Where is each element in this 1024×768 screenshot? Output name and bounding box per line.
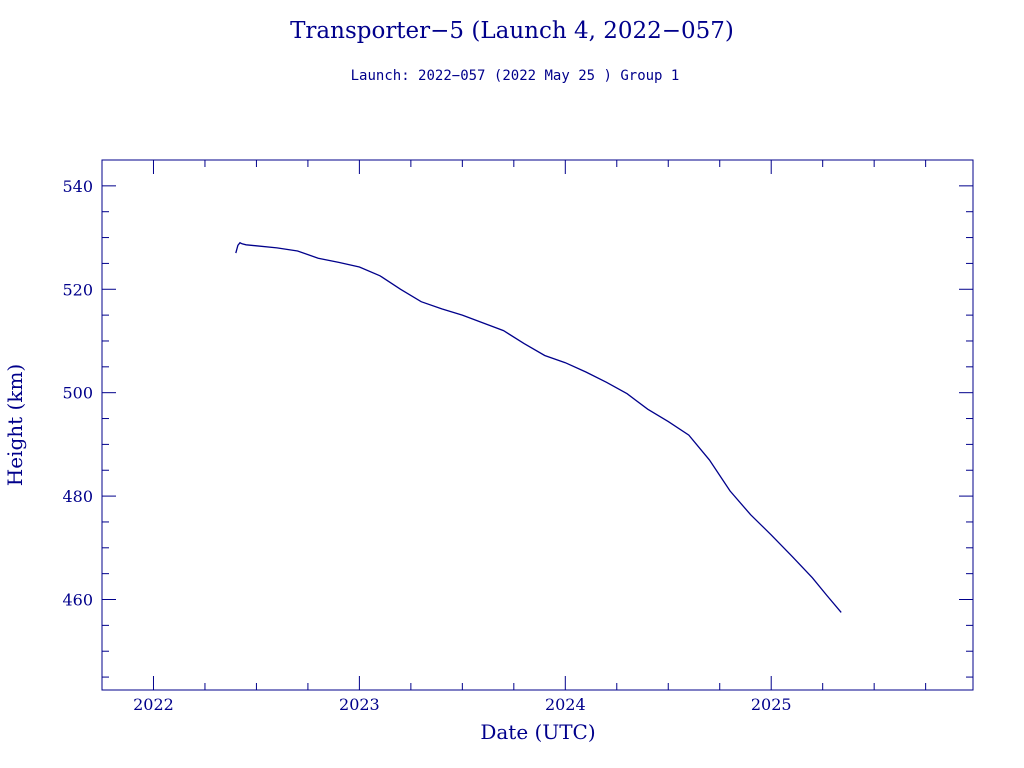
x-tick-label: 2024 (545, 695, 586, 714)
y-tick-label: 460 (62, 591, 93, 610)
y-tick-label: 520 (62, 280, 93, 299)
x-tick-label: 2022 (133, 695, 174, 714)
x-tick-label: 2025 (751, 695, 792, 714)
y-axis: 460 480 500 520 540 (62, 159, 973, 678)
plot-frame (101, 159, 974, 691)
series-line-height (235, 241, 842, 613)
x-axis: 2022 2023 2024 2025 (101, 160, 927, 714)
y-tick-label: 540 (62, 177, 93, 196)
chart-title: Transporter−5 (Launch 4, 2022−057) (290, 18, 734, 44)
chart-subtitle: Launch: 2022−057 (2022 May 25 ) Group 1 (351, 68, 680, 84)
y-axis-label: Height (km) (3, 364, 27, 486)
x-axis-label: Date (UTC) (480, 720, 595, 744)
x-tick-label: 2023 (339, 695, 380, 714)
y-tick-label: 500 (62, 384, 93, 403)
y-tick-label: 480 (62, 487, 93, 506)
